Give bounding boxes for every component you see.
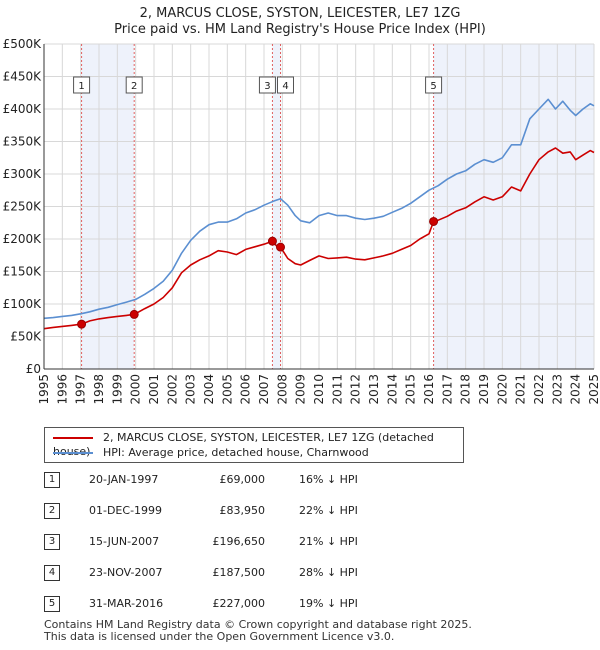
x-tick-label: 2024 bbox=[569, 374, 583, 405]
footer-attribution: Contains HM Land Registry data © Crown c… bbox=[44, 619, 472, 643]
y-tick-label: £250K bbox=[3, 200, 43, 214]
x-tick-label: 1995 bbox=[37, 374, 51, 405]
x-tick-label: 2008 bbox=[275, 374, 289, 405]
sale-label-box-3 bbox=[258, 76, 276, 94]
sale-hpi-diff: 28% ↓ HPI bbox=[299, 566, 358, 579]
sale-price: £83,950 bbox=[219, 504, 266, 517]
x-tick-label: 2000 bbox=[129, 374, 143, 405]
x-tick-label: 1996 bbox=[55, 374, 69, 405]
x-tick-label: 2009 bbox=[294, 374, 308, 405]
sale-point-2 bbox=[129, 309, 139, 319]
x-tick-label: 2014 bbox=[385, 374, 399, 405]
x-tick-label: 2007 bbox=[257, 374, 271, 405]
sale-date: 15-JUN-2007 bbox=[89, 535, 160, 548]
x-tick-label: 2013 bbox=[367, 374, 381, 405]
x-tick-label: 2001 bbox=[147, 374, 161, 405]
x-tick-label: 2003 bbox=[184, 374, 198, 405]
x-tick-label: 2019 bbox=[477, 374, 491, 405]
sale-price: £187,500 bbox=[212, 566, 266, 579]
sale-number-badge: 4 bbox=[44, 565, 60, 581]
table-row: 5 31-MAR-2016 £227,000 19% ↓ HPI bbox=[44, 595, 384, 613]
sale-date: 23-NOV-2007 bbox=[89, 566, 163, 579]
series-line-hpi bbox=[43, 98, 595, 320]
sale-price: £196,650 bbox=[212, 535, 266, 548]
sale-point-4 bbox=[276, 242, 285, 252]
chart-subtitle: Price paid vs. HM Land Registry's House … bbox=[114, 22, 486, 37]
legend-item-hpi: HPI: Average price, detached house, Char… bbox=[53, 446, 369, 460]
y-tick-label: £50K bbox=[10, 330, 42, 344]
sale-number-badge: 3 bbox=[44, 534, 60, 550]
x-tick-label: 2002 bbox=[165, 374, 179, 405]
x-tick-label: 2011 bbox=[330, 374, 344, 405]
y-tick-label: £450K bbox=[3, 70, 43, 84]
chart-title: 2, MARCUS CLOSE, SYSTON, LEICESTER, LE7 … bbox=[139, 6, 461, 21]
sale-price: £227,000 bbox=[212, 597, 266, 610]
legend-label-hpi: HPI: Average price, detached house, Char… bbox=[103, 446, 369, 459]
y-tick-label: £100K bbox=[3, 297, 43, 311]
sale-date: 01-DEC-1999 bbox=[89, 504, 163, 517]
legend-swatch-property bbox=[53, 437, 93, 439]
sale-hpi-diff: 22% ↓ HPI bbox=[299, 504, 358, 517]
table-row: 1 20-JAN-1997 £69,000 16% ↓ HPI bbox=[44, 471, 384, 489]
legend-swatch-hpi bbox=[53, 452, 93, 454]
price-chart: 1 2 3 4 5 £0 £50K £100K £150K £200K £250K £300K £350… bbox=[3, 37, 600, 405]
x-tick-label: 2023 bbox=[550, 374, 564, 405]
x-tick-label: 2005 bbox=[220, 374, 234, 405]
sale-date: 20-JAN-1997 bbox=[89, 473, 159, 486]
sale-hpi-diff: 16% ↓ HPI bbox=[299, 473, 358, 486]
table-row: 2 01-DEC-1999 £83,950 22% ↓ HPI bbox=[44, 502, 384, 520]
y-tick-label: £350K bbox=[3, 135, 43, 149]
y-tick-label: £0 bbox=[26, 362, 41, 376]
sale-label-3: 3 bbox=[264, 81, 270, 92]
chart-legend: 2, MARCUS CLOSE, SYSTON, LEICESTER, LE7 … bbox=[44, 427, 464, 463]
sale-label-1: 1 bbox=[78, 81, 84, 92]
sale-price: £69,000 bbox=[219, 473, 266, 486]
y-tick-label: £150K bbox=[3, 265, 43, 279]
sale-point-3 bbox=[267, 236, 277, 246]
x-tick-label: 2004 bbox=[202, 374, 216, 405]
sale-label-box-2 bbox=[125, 76, 143, 94]
legend-label-property: 2, MARCUS CLOSE, SYSTON, LEICESTER, LE7 … bbox=[53, 431, 434, 458]
sale-label-box-5 bbox=[425, 76, 443, 94]
sale-number-badge: 2 bbox=[44, 503, 60, 519]
series-line-property bbox=[43, 147, 595, 330]
x-tick-label: 2006 bbox=[239, 374, 253, 405]
x-tick-label: 2016 bbox=[422, 374, 436, 405]
sale-point-1 bbox=[77, 319, 87, 329]
y-tick-label: £200K bbox=[3, 232, 43, 246]
x-tick-label: 2012 bbox=[349, 374, 363, 405]
sale-number-badge: 5 bbox=[44, 596, 60, 612]
x-tick-label: 1999 bbox=[110, 374, 124, 405]
y-tick-label: £500K bbox=[3, 37, 43, 51]
sale-label-box-4 bbox=[277, 76, 294, 94]
x-tick-label: 2010 bbox=[312, 374, 326, 405]
footer-line-copyright: Contains HM Land Registry data © Crown c… bbox=[44, 618, 472, 631]
legend-item-property: 2, MARCUS CLOSE, SYSTON, LEICESTER, LE7 … bbox=[53, 431, 463, 458]
x-tick-label: 2021 bbox=[514, 374, 528, 405]
table-row: 4 23-NOV-2007 £187,500 28% ↓ HPI bbox=[44, 564, 384, 582]
y-tick-label: £400K bbox=[3, 102, 43, 116]
x-tick-label: 2018 bbox=[459, 374, 473, 405]
x-tick-label: 1997 bbox=[74, 374, 88, 405]
sale-label-5: 5 bbox=[430, 81, 436, 92]
table-row: 3 15-JUN-2007 £196,650 21% ↓ HPI bbox=[44, 533, 384, 551]
x-tick-label: 2020 bbox=[495, 374, 509, 405]
x-tick-label: 2017 bbox=[440, 374, 454, 405]
sale-label-box-1 bbox=[73, 76, 91, 94]
sale-point-5 bbox=[429, 216, 439, 226]
sale-label-4: 4 bbox=[282, 81, 288, 92]
x-tick-label: 2022 bbox=[532, 374, 546, 405]
sale-number-badge: 1 bbox=[44, 472, 60, 488]
sale-date: 31-MAR-2016 bbox=[89, 597, 164, 610]
sale-hpi-diff: 19% ↓ HPI bbox=[299, 597, 358, 610]
x-tick-label: 2025 bbox=[587, 374, 600, 405]
footer-line-licence: This data is licensed under the Open Gov… bbox=[44, 630, 395, 643]
x-tick-label: 1998 bbox=[92, 374, 106, 405]
x-tick-label: 2015 bbox=[404, 374, 418, 405]
y-tick-label: £300K bbox=[3, 167, 43, 181]
sale-hpi-diff: 21% ↓ HPI bbox=[299, 535, 358, 548]
sale-label-2: 2 bbox=[131, 81, 137, 92]
